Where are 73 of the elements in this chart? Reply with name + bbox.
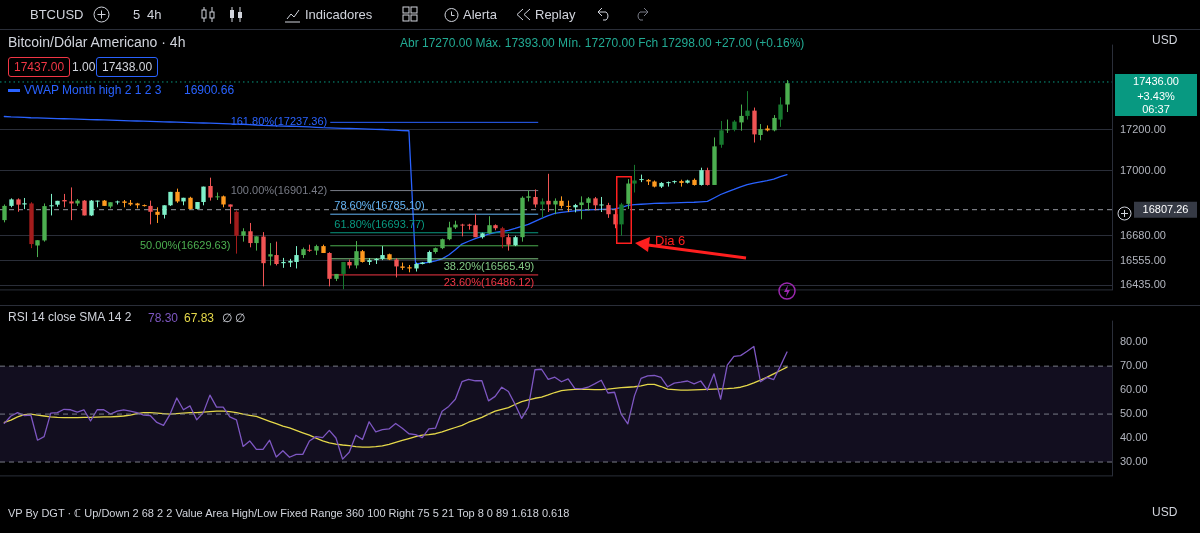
y-tick-label: 17000.00 [1120,163,1166,176]
y-tick-label: 17200.00 [1120,122,1166,135]
legend-label: VWAP Month high 2 1 2 3 [24,83,162,97]
candlestick [69,186,74,221]
candlestick [626,178,631,210]
candlestick [566,200,571,213]
candlestick [341,261,346,290]
chart-title: RSI 14 close SMA 14 2 [8,310,132,324]
y-tick-label: 40.00 [1120,431,1148,444]
candlestick [228,203,233,225]
candlestick [540,197,545,219]
ref-line-label: 38.20%(16565.49) [443,259,535,272]
text: BTCUSD [30,7,84,22]
y-tick-label: 16680.00 [1120,228,1166,241]
candlestick [752,107,757,144]
text: 4h [147,7,162,22]
candlestick [248,222,253,248]
annotation: Dia 6 [655,233,686,248]
y-tick-label: 16435.00 [1120,278,1166,291]
text: USD [1152,33,1178,47]
annotation: 67.83 [184,311,215,325]
candlestick [148,200,153,225]
y-tick-label: 60.00 [1120,383,1148,396]
candlestick [208,177,213,202]
candlestick [533,188,538,209]
candlestick [49,193,54,216]
ref-line-label: 50.00%(16629.63) [140,238,231,251]
candlestick [546,173,551,213]
candlestick [394,257,399,278]
text: Alerta [463,7,497,22]
text: Replay [535,7,576,22]
candlestick [599,196,604,213]
annotation: 16900.66 [184,83,235,97]
candlestick [22,197,27,210]
y-tick-label: 16555.00 [1120,253,1166,266]
ref-line-label: 16807.26 [1142,202,1189,215]
y-tick-label: 30.00 [1120,455,1148,468]
candlestick [447,221,452,241]
candlestick [281,257,286,269]
annotation: 78.30 [148,311,179,325]
ref-line-label: 161.80%(17237.36) [230,115,328,128]
y-tick-label: 50.00 [1120,407,1148,420]
text: VP By DGT · ℂ Up/Down 2 68 2 2 Value Area High/Low Fixed Range 360 100 Right 75 5 21 Top 8 0 89 1.618 0.618 [8,506,570,520]
candlestick [745,90,750,121]
ref-line-label: 23.60%(16486.12) [443,275,535,288]
chart-title: Bitcoin/Dólar Americano · 4h [8,34,186,50]
candlestick [142,203,147,207]
candlestick [234,209,239,255]
candlestick [719,120,724,149]
y-tick-label: 80.00 [1120,335,1148,348]
candlestick [579,195,584,220]
candlestick [778,96,783,128]
candlestick [725,119,730,134]
candlestick [274,241,279,266]
ref-line-label: 17436.00 [1133,75,1179,88]
candlestick [739,104,744,132]
text: +3.43% [1115,89,1197,103]
text: 5 [133,7,141,22]
text: USD [1152,505,1178,519]
candlestick [785,79,790,113]
annotation: 17438.00 [96,57,159,77]
text: Indicadores [305,7,373,22]
chart-subtitle: Abr 17270.00 Máx. 17393.00 Mín. 17270.00 Fch 17298.00 +27.00 (+0.16%) [400,36,805,50]
candlestick [619,202,624,237]
candlestick [268,242,273,266]
annotation: 17437.00 [8,57,71,77]
y-tick-label: 70.00 [1120,359,1148,372]
candlestick [632,164,637,193]
annotation: 1.00 [72,60,96,74]
annotation: ∅ ∅ [222,311,246,325]
candlestick [500,226,505,249]
text: 06:37 [1115,102,1197,116]
ref-line-label: 100.00%(16901.42) [230,183,328,196]
